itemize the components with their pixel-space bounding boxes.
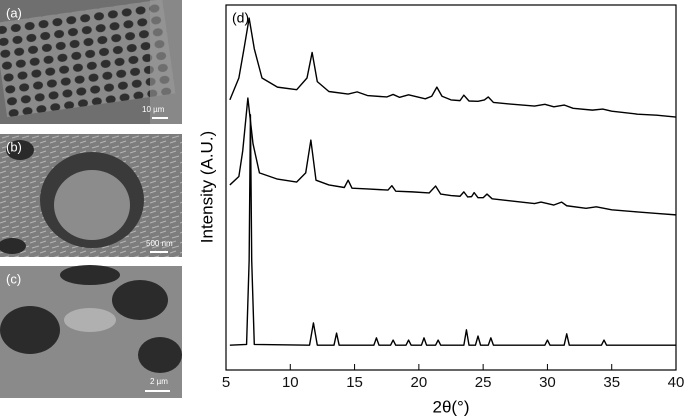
xrd-pattern bbox=[229, 97, 677, 216]
sem-panel-b: (b) 500 nm bbox=[0, 134, 182, 257]
panel-label: (b) bbox=[6, 139, 22, 154]
xrd-chart: (d) 2θ(°) Intensity (A.U.) 5 10 15 20 25 30 35… bbox=[197, 4, 685, 416]
sem-panel-c: (c) 2 µm bbox=[0, 265, 182, 398]
panel-label: (c) bbox=[6, 271, 21, 286]
x-tick-label: 35 bbox=[603, 374, 620, 391]
x-tick-label: 15 bbox=[346, 374, 363, 391]
scale-label: 10 µm bbox=[142, 105, 165, 114]
xrd-pattern bbox=[229, 17, 677, 118]
x-tick-label: 30 bbox=[539, 374, 556, 391]
x-tick-label: 40 bbox=[668, 374, 685, 391]
x-tick-label: 20 bbox=[411, 374, 428, 391]
x-tick-label: 10 bbox=[282, 374, 299, 391]
x-tick-label: 5 bbox=[222, 374, 230, 391]
scale-label: 2 µm bbox=[150, 377, 168, 386]
panel-label: (d) bbox=[232, 10, 249, 26]
x-axis-label: 2θ(°) bbox=[432, 397, 469, 416]
x-tick-label: 25 bbox=[475, 374, 492, 391]
panel-label: (a) bbox=[6, 5, 22, 20]
plot-frame bbox=[225, 4, 677, 371]
sem-panel-a: (a) 10 µm bbox=[0, 0, 182, 124]
xrd-pattern bbox=[229, 114, 676, 346]
scale-label: 500 nm bbox=[146, 239, 173, 248]
y-axis-label: Intensity (A.U.) bbox=[197, 131, 216, 243]
